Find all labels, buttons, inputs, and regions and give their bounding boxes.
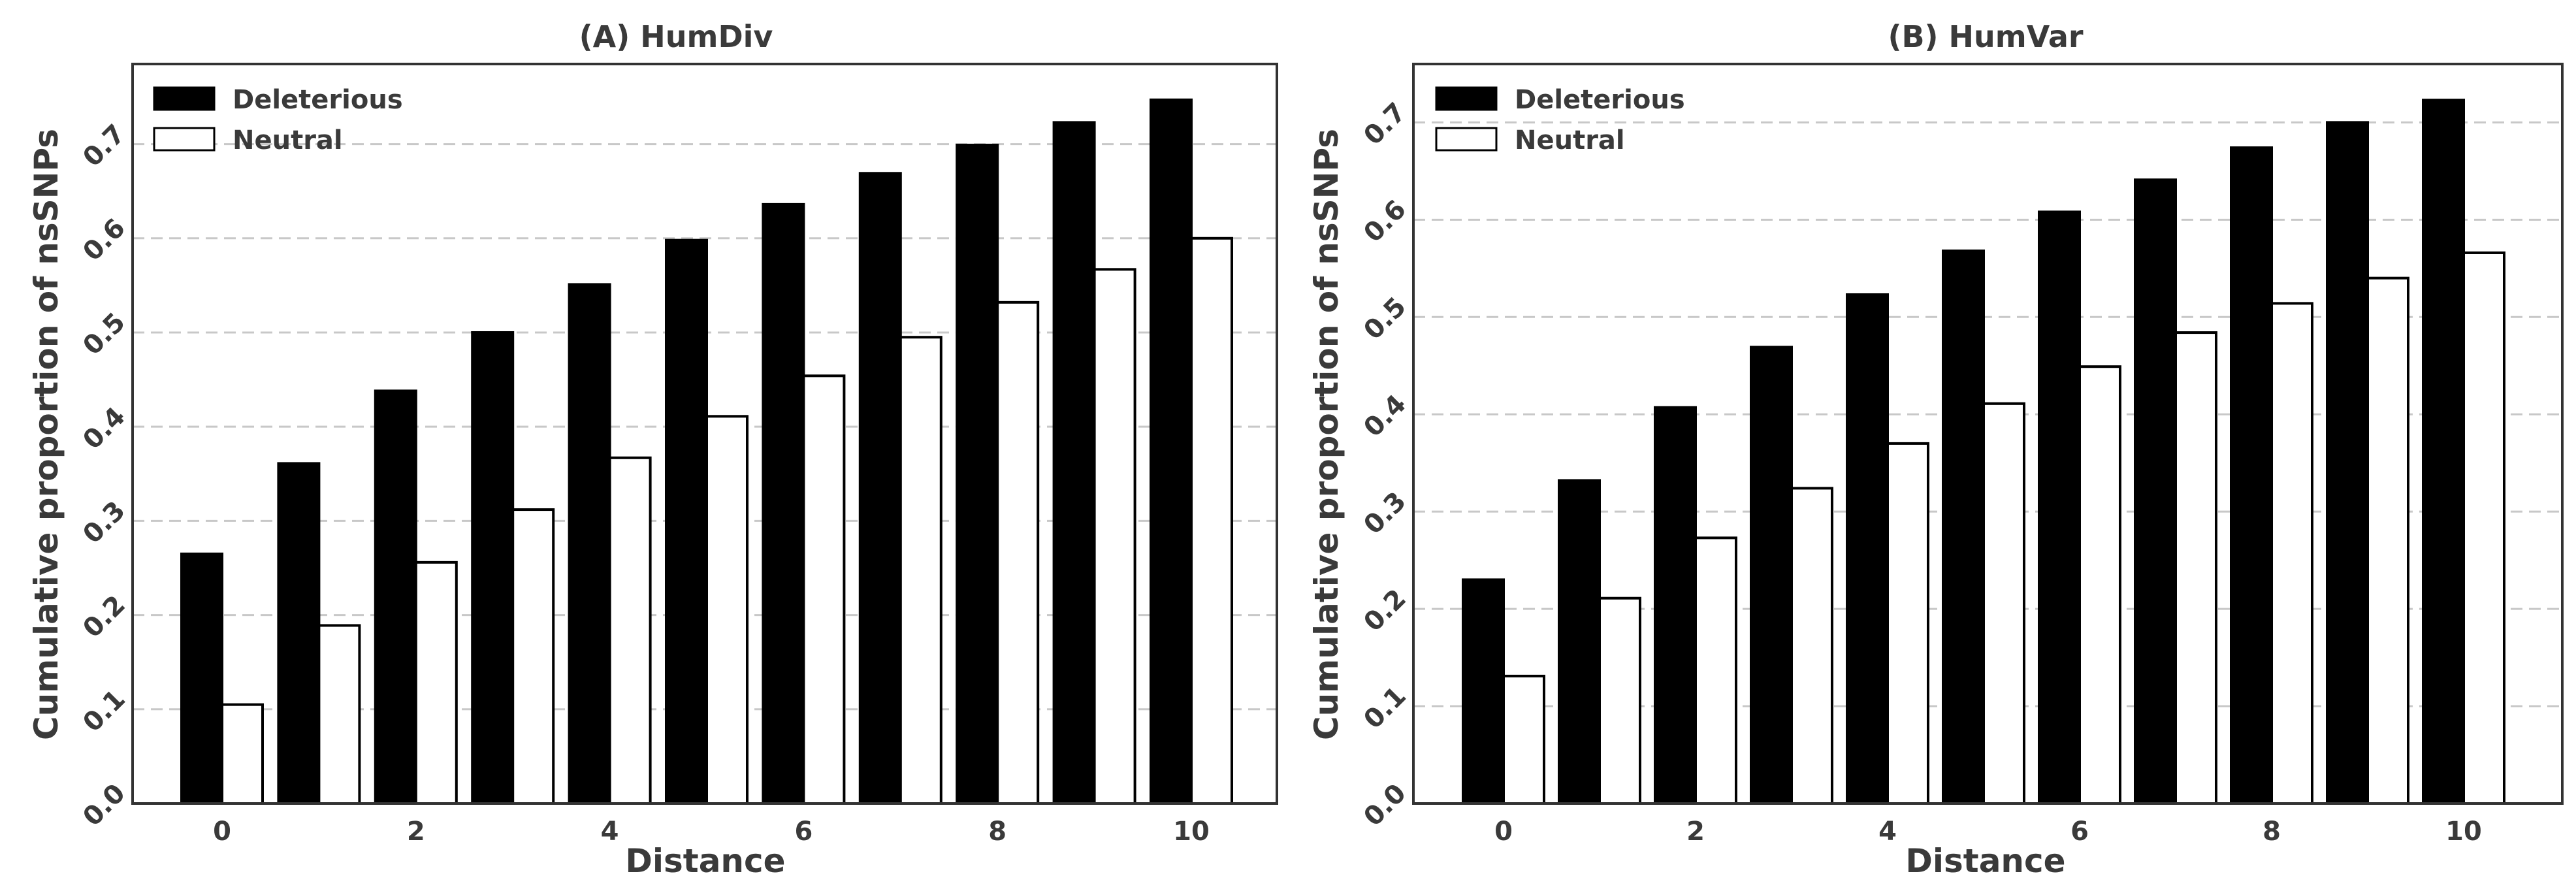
x-tick-label: 10 <box>1173 817 1210 847</box>
bar-deleterious-0 <box>1462 578 1505 805</box>
bar-deleterious-8 <box>956 144 999 805</box>
y-tick-label: 0.3 <box>1358 486 1412 540</box>
chart-title-humvar: (B) HumVar <box>1888 19 2083 54</box>
y-tick-label: 0.3 <box>77 496 131 550</box>
x-axis-label-humdiv: Distance <box>625 842 785 880</box>
bar-neutral-8 <box>2270 302 2313 805</box>
y-tick-label: 0.2 <box>1358 583 1412 638</box>
panel-humvar: (B) HumVar Cumulative proportion of nsSN… <box>1308 19 2564 880</box>
chart-title-humdiv: (A) HumDiv <box>579 19 773 54</box>
bar-deleterious-5 <box>665 238 708 805</box>
x-tick-label: 8 <box>2262 817 2281 847</box>
y-tick-label: 0.0 <box>1358 778 1412 832</box>
bar-neutral-5 <box>705 415 749 805</box>
x-tick-label: 4 <box>601 817 619 847</box>
x-ticks-humvar: 0 2 4 6 8 10 <box>1494 817 2482 847</box>
bar-deleterious-1 <box>1558 479 1601 805</box>
bar-deleterious-5 <box>1942 249 1985 805</box>
y-tick-label: 0.6 <box>77 213 131 267</box>
bars-humdiv <box>180 98 1233 805</box>
y-tick-label: 0.5 <box>1358 292 1412 346</box>
panel-humdiv: (A) HumDiv Cumulative proportion of nsSN… <box>27 19 1278 880</box>
bar-deleterious-10 <box>1150 98 1193 805</box>
legend-label-neutral-humvar: Neutral <box>1515 125 1625 155</box>
bar-neutral-0 <box>1502 674 1545 805</box>
y-axis-label-humvar: Cumulative proportion of nsSNPs <box>1308 129 1345 740</box>
bar-deleterious-8 <box>2230 146 2273 805</box>
bar-neutral-1 <box>317 624 361 805</box>
x-tick-label: 10 <box>2445 817 2482 847</box>
bar-neutral-9 <box>1093 268 1136 805</box>
bar-neutral-1 <box>1598 596 1641 805</box>
x-tick-label: 6 <box>794 817 813 847</box>
bar-deleterious-4 <box>1846 293 1889 805</box>
y-tick-label: 0.6 <box>1358 195 1412 249</box>
x-axis-label-humvar: Distance <box>1905 842 2065 880</box>
y-tick-label: 0.1 <box>77 684 131 738</box>
bar-deleterious-6 <box>762 203 805 805</box>
legend-swatch-neutral-humvar <box>1435 127 1498 152</box>
bar-deleterious-7 <box>2134 178 2177 805</box>
x-tick-label: 4 <box>1878 817 1897 847</box>
bar-neutral-7 <box>899 336 942 805</box>
bar-deleterious-4 <box>568 283 611 805</box>
bar-deleterious-3 <box>1750 346 1793 805</box>
y-ticks-humvar: 0.0 0.1 0.2 0.3 0.4 0.5 0.6 0.7 <box>1358 97 1412 832</box>
bar-neutral-3 <box>1790 487 1833 805</box>
x-tick-label: 0 <box>213 817 231 847</box>
y-tick-label: 0.0 <box>77 778 131 832</box>
legend-swatch-neutral-humdiv <box>153 127 216 152</box>
bar-neutral-6 <box>802 374 846 805</box>
bar-neutral-7 <box>2174 331 2217 805</box>
bar-deleterious-2 <box>1654 406 1697 805</box>
x-tick-label: 6 <box>2070 817 2089 847</box>
legend-label-deleterious-humvar: Deleterious <box>1515 85 1685 115</box>
bar-neutral-9 <box>2366 276 2409 805</box>
legend-label-neutral-humdiv: Neutral <box>233 125 343 155</box>
y-tick-label: 0.7 <box>77 119 131 173</box>
bar-deleterious-6 <box>2038 210 2081 805</box>
plot-frame-humvar <box>1412 63 2564 805</box>
y-tick-label: 0.4 <box>77 401 131 455</box>
bar-deleterious-9 <box>1052 121 1096 805</box>
bar-neutral-8 <box>996 300 1040 805</box>
bar-neutral-5 <box>1982 402 2025 805</box>
legend-humdiv: Deleterious Neutral <box>153 85 403 155</box>
x-tick-label: 2 <box>1686 817 1705 847</box>
y-tick-label: 0.1 <box>1358 681 1412 735</box>
x-tick-label: 0 <box>1494 817 1513 847</box>
y-tick-label: 0.7 <box>1358 97 1412 152</box>
y-tick-label: 0.5 <box>77 307 131 361</box>
bar-neutral-10 <box>2462 251 2505 805</box>
x-tick-label: 2 <box>407 817 425 847</box>
bar-neutral-4 <box>1886 442 1929 805</box>
bar-neutral-0 <box>221 703 264 805</box>
bar-deleterious-7 <box>858 172 902 805</box>
legend-label-deleterious-humdiv: Deleterious <box>233 85 403 115</box>
bar-neutral-2 <box>414 560 458 805</box>
bar-deleterious-10 <box>2422 99 2465 805</box>
y-tick-label: 0.4 <box>1358 389 1412 443</box>
y-ticks-humdiv: 0.0 0.1 0.2 0.3 0.4 0.5 0.6 0.7 <box>77 119 131 832</box>
bar-deleterious-3 <box>471 331 515 805</box>
y-tick-label: 0.2 <box>77 590 131 644</box>
bars-humvar <box>1462 99 2505 805</box>
x-tick-label: 8 <box>988 817 1006 847</box>
legend-humvar: Deleterious Neutral <box>1435 85 1685 155</box>
bar-neutral-2 <box>1694 536 1737 805</box>
bar-neutral-10 <box>1190 236 1233 805</box>
bar-neutral-4 <box>608 456 652 805</box>
y-axis-label-humdiv: Cumulative proportion of nsSNPs <box>27 129 65 740</box>
bar-deleterious-9 <box>2326 121 2369 805</box>
bar-neutral-3 <box>511 508 555 805</box>
bar-neutral-6 <box>2078 365 2121 805</box>
legend-swatch-deleterious-humvar <box>1435 86 1498 111</box>
bar-deleterious-2 <box>374 389 417 805</box>
legend-swatch-deleterious-humdiv <box>153 86 216 111</box>
bar-deleterious-0 <box>180 552 223 805</box>
plot-frame-humdiv <box>131 63 1278 805</box>
x-ticks-humdiv: 0 2 4 6 8 10 <box>213 817 1210 847</box>
bar-deleterious-1 <box>277 462 321 805</box>
